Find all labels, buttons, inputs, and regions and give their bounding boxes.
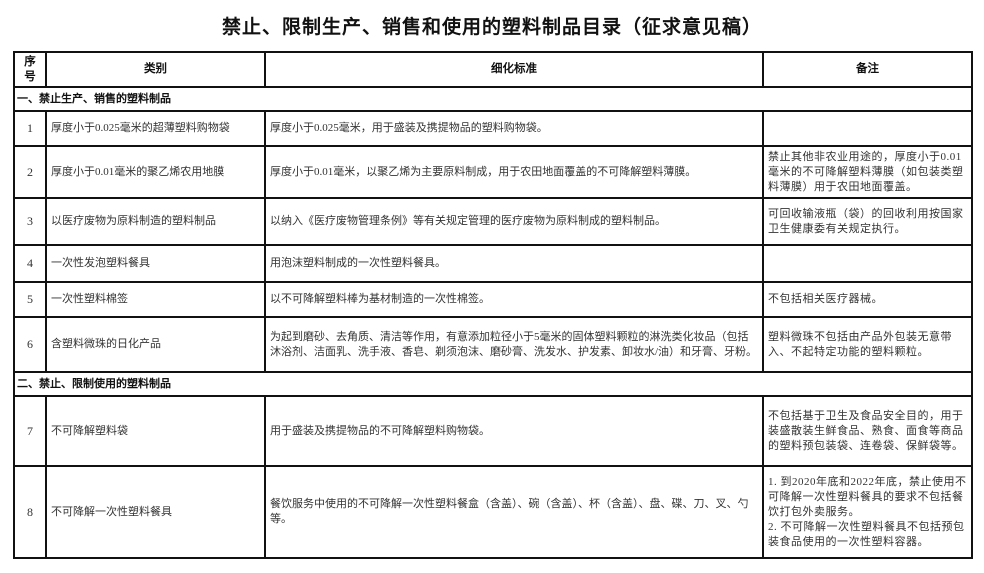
table-row: 5 一次性塑料棉签 以不可降解塑料棒为基材制造的一次性棉签。 不包括相关医疗器械… <box>13 281 973 318</box>
row-note: 1. 到2020年底和2022年底，禁止使用不可降解一次性塑料餐具的要求不包括餐… <box>762 465 973 559</box>
row-standard: 用于盛装及携提物品的不可降解塑料购物袋。 <box>264 395 764 467</box>
section-row: 二、禁止、限制使用的塑料制品 <box>13 371 973 397</box>
row-no: 7 <box>13 395 47 467</box>
row-note: 塑料微珠不包括由产品外包装无意带入、不起特定功能的塑料颗粒。 <box>762 316 973 373</box>
row-note: 不包括相关医疗器械。 <box>762 281 973 318</box>
row-no: 5 <box>13 281 47 318</box>
header-note: 备注 <box>762 51 973 88</box>
section-title: 一、禁止生产、销售的塑料制品 <box>13 86 973 112</box>
row-category: 以医疗废物为原料制造的塑料制品 <box>45 197 266 246</box>
table-row: 7 不可降解塑料袋 用于盛装及携提物品的不可降解塑料购物袋。 不包括基于卫生及食… <box>13 395 973 467</box>
table-row: 3 以医疗废物为原料制造的塑料制品 以纳入《医疗废物管理条例》等有关规定管理的医… <box>13 197 973 246</box>
row-standard: 为起到磨砂、去角质、清洁等作用，有意添加粒径小于5毫米的固体塑料颗粒的淋洗类化妆… <box>264 316 764 373</box>
note-item: 1. 到2020年底和2022年底，禁止使用不可降解一次性塑料餐具的要求不包括餐… <box>768 475 967 518</box>
row-category: 不可降解塑料袋 <box>45 395 266 467</box>
row-no: 6 <box>13 316 47 373</box>
row-standard: 以纳入《医疗废物管理条例》等有关规定管理的医疗废物为原料制成的塑料制品。 <box>264 197 764 246</box>
row-no: 8 <box>13 465 47 559</box>
row-no: 3 <box>13 197 47 246</box>
table-row: 8 不可降解一次性塑料餐具 餐饮服务中使用的不可降解一次性塑料餐盒（含盖）、碗（… <box>13 465 973 559</box>
page-title: 禁止、限制生产、销售和使用的塑料制品目录（征求意见稿） <box>221 17 762 38</box>
row-category: 不可降解一次性塑料餐具 <box>45 465 266 559</box>
row-note <box>762 244 973 283</box>
row-category: 含塑料微珠的日化产品 <box>45 316 266 373</box>
row-standard: 用泡沫塑料制成的一次性塑料餐具。 <box>264 244 764 283</box>
table-row: 2 厚度小于0.01毫米的聚乙烯农用地膜 厚度小于0.01毫米，以聚乙烯为主要原… <box>13 145 973 199</box>
table-row: 4 一次性发泡塑料餐具 用泡沫塑料制成的一次性塑料餐具。 <box>13 244 973 283</box>
row-note: 可回收输液瓶（袋）的回收利用按国家卫生健康委有关规定执行。 <box>762 197 973 246</box>
row-no: 4 <box>13 244 47 283</box>
row-note: 不包括基于卫生及食品安全目的，用于装盛散装生鲜食品、熟食、面食等商品的塑料预包装… <box>762 395 973 467</box>
table-row: 1 厚度小于0.025毫米的超薄塑料购物袋 厚度小于0.025毫米，用于盛装及携… <box>13 110 973 147</box>
row-standard: 厚度小于0.01毫米，以聚乙烯为主要原料制成，用于农田地面覆盖的不可降解塑料薄膜… <box>264 145 764 199</box>
header-no: 序号 <box>13 51 47 88</box>
header-category: 类别 <box>45 51 266 88</box>
section-row: 一、禁止生产、销售的塑料制品 <box>13 86 973 112</box>
row-note: 禁止其他非农业用途的，厚度小于0.01毫米的不可降解塑料薄膜（如包装类塑料薄膜）… <box>762 145 973 199</box>
plastic-products-table: 序号 类别 细化标准 备注 一、禁止生产、销售的塑料制品 1 厚度小于0.025… <box>13 51 973 559</box>
table-row: 6 含塑料微珠的日化产品 为起到磨砂、去角质、清洁等作用，有意添加粒径小于5毫米… <box>13 316 973 373</box>
row-standard: 以不可降解塑料棒为基材制造的一次性棉签。 <box>264 281 764 318</box>
note-item: 2. 不可降解一次性塑料餐具不包括预包装食品使用的一次性塑料容器。 <box>768 520 965 548</box>
section-title: 二、禁止、限制使用的塑料制品 <box>13 371 973 397</box>
row-no: 2 <box>13 145 47 199</box>
row-category: 一次性塑料棉签 <box>45 281 266 318</box>
row-category: 厚度小于0.025毫米的超薄塑料购物袋 <box>45 110 266 147</box>
row-no: 1 <box>13 110 47 147</box>
row-category: 厚度小于0.01毫米的聚乙烯农用地膜 <box>45 145 266 199</box>
header-standard: 细化标准 <box>264 51 764 88</box>
row-note <box>762 110 973 147</box>
table-header-row: 序号 类别 细化标准 备注 <box>13 51 973 88</box>
row-category: 一次性发泡塑料餐具 <box>45 244 266 283</box>
row-standard: 餐饮服务中使用的不可降解一次性塑料餐盒（含盖）、碗（含盖）、杯（含盖）、盘、碟、… <box>264 465 764 559</box>
row-standard: 厚度小于0.025毫米，用于盛装及携提物品的塑料购物袋。 <box>264 110 764 147</box>
